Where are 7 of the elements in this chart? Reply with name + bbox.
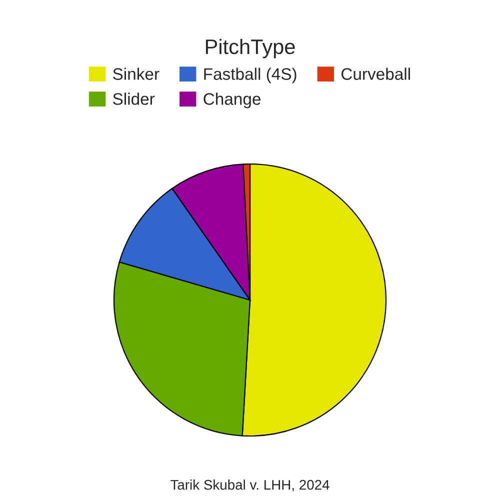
legend-label: Slider: [113, 92, 155, 105]
legend-label: Sinker: [113, 68, 160, 80]
legend-label: Change: [204, 92, 260, 108]
text: Tarik Skubal v. LHH, 2024: [170, 480, 330, 492]
legend-label: Curveball: [342, 68, 410, 80]
legend-label: Fastball (4S): [204, 68, 296, 84]
legend-title: PitchType: [206, 38, 295, 58]
